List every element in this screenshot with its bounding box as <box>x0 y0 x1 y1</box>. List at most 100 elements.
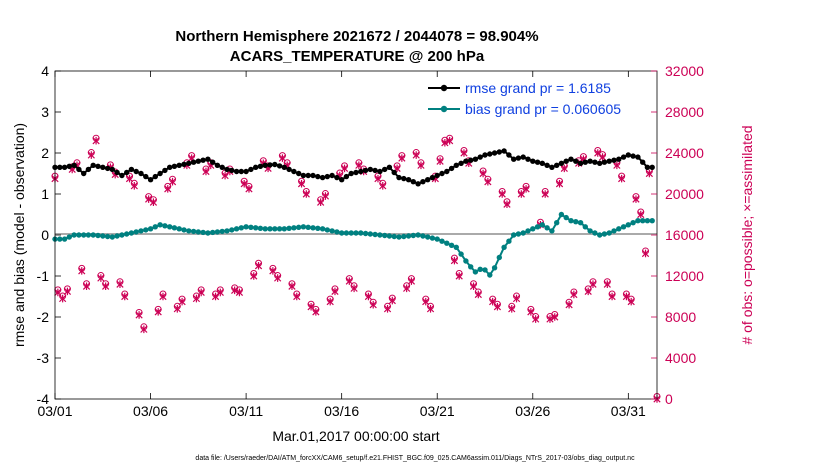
rmse-point <box>525 156 531 162</box>
obs-assimilated-point <box>302 190 310 198</box>
legend-bias-marker <box>440 105 448 113</box>
bias-point <box>253 225 259 231</box>
x-tick-label: 03/06 <box>133 403 168 419</box>
obs-assimilated-point <box>355 161 363 170</box>
rmse-point <box>530 158 536 164</box>
x-axis-label: Mar.01,2017 00:00:00 start <box>272 428 439 444</box>
rmse-point <box>391 169 397 176</box>
rmse-point <box>635 154 641 160</box>
bias-point <box>224 228 230 234</box>
rmse-point <box>262 162 268 168</box>
y-tick-label: 4 <box>41 63 49 79</box>
bias-point <box>133 229 139 235</box>
obs-assimilated-point <box>288 282 296 291</box>
obs-assimilated-point <box>379 182 387 190</box>
rmse-point <box>272 161 278 168</box>
rmse-point <box>276 163 283 169</box>
obs-assimilated-point <box>446 136 454 145</box>
bias-point <box>276 226 283 232</box>
bias-point <box>544 225 550 231</box>
bias-point <box>592 230 598 236</box>
bias-point <box>491 265 498 271</box>
bias-point <box>391 233 397 240</box>
y2-tick-label: 32000 <box>665 63 704 79</box>
bias-point <box>468 264 474 270</box>
rmse-point <box>544 162 550 168</box>
obs-assimilated-point <box>235 288 244 297</box>
bias-point <box>401 233 407 240</box>
obs-assimilated-point <box>498 190 506 198</box>
bias-point <box>171 225 178 231</box>
obs-assimilated-point <box>474 290 482 299</box>
y-tick-label: -4 <box>37 391 50 407</box>
rmse-point <box>577 160 584 166</box>
bias-point <box>286 225 292 231</box>
bias-point <box>319 226 326 232</box>
rmse-point <box>382 166 388 173</box>
obs-assimilated-point <box>369 300 377 309</box>
rmse-point <box>296 170 302 177</box>
rmse-point <box>496 149 502 155</box>
rmse-point <box>482 152 488 158</box>
legend-rmse-label: rmse grand pr = 1.6185 <box>465 80 611 96</box>
obs-assimilated-point <box>645 169 653 178</box>
rmse-point <box>448 165 455 172</box>
obs-assimilated-point <box>250 272 258 280</box>
rmse-point <box>620 154 627 160</box>
bias-point <box>444 240 450 246</box>
bias-point <box>243 224 249 230</box>
rmse-point <box>640 159 646 165</box>
bias-point <box>458 251 464 257</box>
rmse-point <box>267 162 273 168</box>
obs-assimilated-point <box>82 282 91 291</box>
rmse-point <box>195 158 201 164</box>
bias-point <box>348 230 354 236</box>
bias-point <box>472 269 479 275</box>
rmse-point <box>491 150 498 156</box>
bias-point <box>81 232 87 238</box>
bias-point <box>620 224 627 230</box>
bias-point <box>233 226 240 232</box>
rmse-point <box>124 169 130 176</box>
obs-assimilated-point <box>618 174 626 183</box>
rmse-point <box>119 172 125 179</box>
obs-assimilated-point <box>254 261 263 270</box>
rmse-point <box>257 163 264 169</box>
bias-point <box>324 227 330 233</box>
obs-assimilated-point <box>479 169 487 178</box>
obs-assimilated-point <box>231 286 239 295</box>
bias-point <box>104 233 111 240</box>
rmse-point <box>109 166 116 173</box>
rmse-point <box>334 174 340 181</box>
bias-point <box>372 231 378 238</box>
rmse-point <box>133 168 139 175</box>
rmse-point <box>147 177 154 183</box>
y-tick-label: 3 <box>41 104 49 120</box>
bias-series <box>52 211 655 278</box>
rmse-point <box>253 164 259 170</box>
rmse-point <box>515 155 522 161</box>
obs-assimilated-point <box>522 185 530 193</box>
x-tick-label: 03/26 <box>515 403 550 419</box>
rmse-point <box>616 156 622 162</box>
bias-point <box>434 236 440 242</box>
legend-bias-label: bias grand pr = 0.060605 <box>465 101 621 117</box>
obs-assimilated-point <box>149 198 158 206</box>
bias-point <box>257 225 264 231</box>
bias-point <box>85 232 92 238</box>
rmse-series <box>52 148 655 187</box>
bias-point <box>549 228 555 234</box>
rmse-point <box>372 167 378 174</box>
obs-assimilated-point <box>197 288 205 297</box>
obs-assimilated-point <box>493 302 502 311</box>
obs-assimilated-point <box>116 280 124 288</box>
rmse-point <box>300 172 307 179</box>
obs-assimilated-point <box>59 294 67 303</box>
obs-assimilated-point <box>508 305 516 313</box>
obs-assimilated-point <box>154 308 162 316</box>
bias-point <box>61 236 68 242</box>
rmse-point <box>200 157 206 163</box>
bias-point <box>525 228 531 234</box>
obs-assimilated-point <box>426 305 435 313</box>
rmse-point <box>104 165 111 172</box>
